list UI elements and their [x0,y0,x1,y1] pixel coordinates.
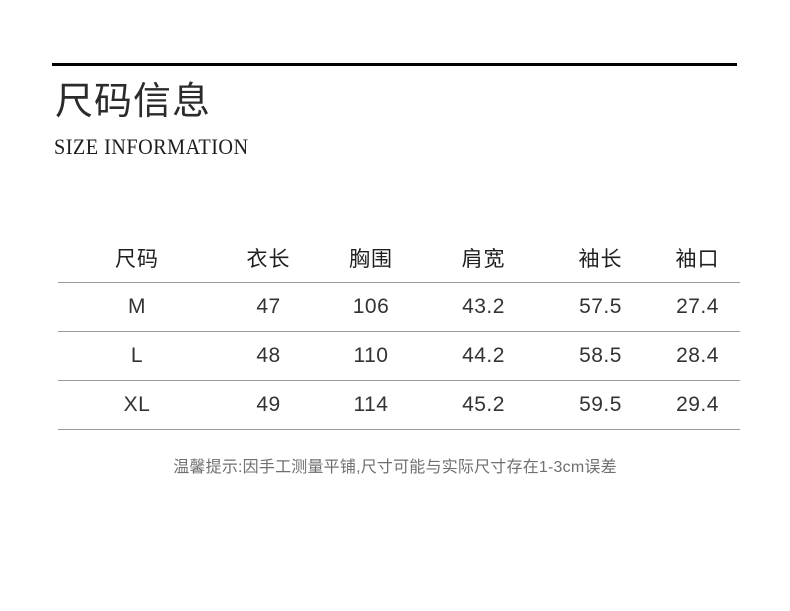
cell-bust: 110 [321,331,421,381]
column-header-shoulder: 肩宽 [421,234,546,283]
cell-sleeve: 58.5 [546,331,655,381]
table-row: XL 49 114 45.2 59.5 29.4 [58,380,740,430]
cell-sleeve: 59.5 [546,380,655,430]
cell-size: L [58,331,216,381]
table-row: M 47 106 43.2 57.5 27.4 [58,282,740,332]
header-top-rule [52,63,737,66]
cell-length: 47 [216,282,321,332]
column-header-bust: 胸围 [321,234,421,283]
cell-shoulder: 43.2 [421,282,546,332]
column-header-sleeve: 袖长 [546,234,655,283]
cell-bust: 106 [321,282,421,332]
column-header-cuff: 袖口 [655,234,740,283]
cell-length: 48 [216,331,321,381]
cell-cuff: 28.4 [655,331,740,381]
page-title: 尺码信息 [55,81,212,123]
size-chart-table: 尺码 衣长 胸围 肩宽 袖长 袖口 M 47 106 43.2 57.5 27.… [58,234,740,430]
cell-cuff: 29.4 [655,380,740,430]
cell-sleeve: 57.5 [546,282,655,332]
column-header-size: 尺码 [58,234,216,283]
cell-size: M [58,282,216,332]
measurement-disclaimer: 温馨提示:因手工测量平铺,尺寸可能与实际尺寸存在1-3cm误差 [173,459,617,476]
cell-length: 49 [216,380,321,430]
page-subtitle: SIZE INFORMATION [54,134,249,159]
table-header-row: 尺码 衣长 胸围 肩宽 袖长 袖口 [58,234,740,283]
cell-size: XL [58,380,216,430]
column-header-length: 衣长 [216,234,321,283]
cell-cuff: 27.4 [655,282,740,332]
cell-shoulder: 45.2 [421,380,546,430]
table-row: L 48 110 44.2 58.5 28.4 [58,331,740,381]
cell-shoulder: 44.2 [421,331,546,381]
cell-bust: 114 [321,380,421,430]
